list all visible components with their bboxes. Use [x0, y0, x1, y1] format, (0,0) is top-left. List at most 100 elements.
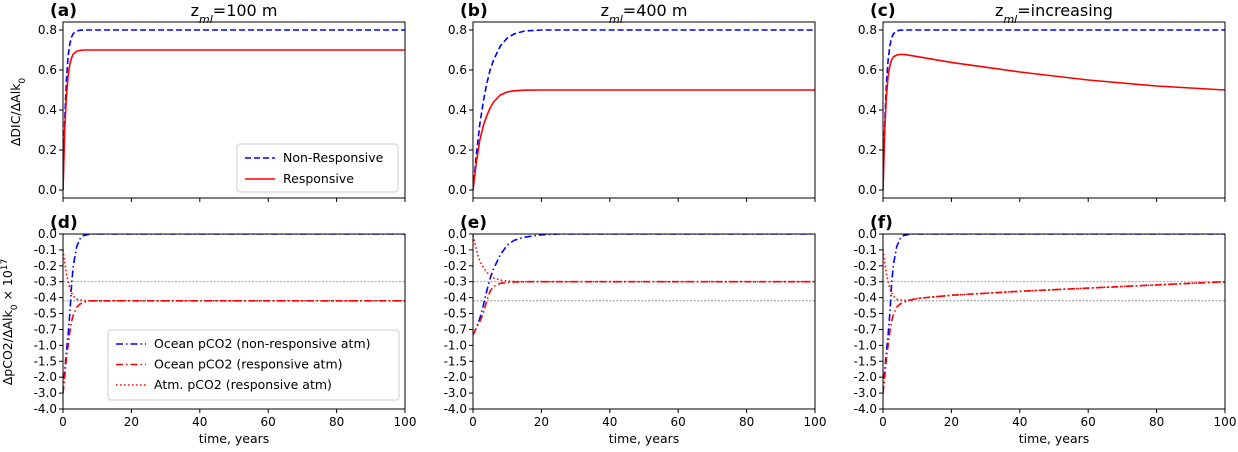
- panel-c: 0.0 0.2 0.4 0.6 0.8 (c) zml=increasing: [858, 1, 1226, 202]
- legend-frame: [107, 329, 400, 401]
- panel-letter: (b): [460, 1, 488, 21]
- y-tick-label: 0.4: [448, 103, 467, 117]
- x-tick-label: 80: [739, 415, 754, 429]
- x-tick-label: 80: [1149, 415, 1164, 429]
- y-tick-label: -2.0: [854, 370, 877, 384]
- x-axis-label: time, years: [199, 431, 270, 446]
- legend-bottom: Ocean pCO2 (non-responsive atm) Ocean pCO…: [107, 329, 400, 401]
- y-tick-label: 0.6: [38, 63, 57, 77]
- legend-label: Non-Responsive: [283, 150, 384, 165]
- y-tick-label: -3.0: [854, 386, 877, 400]
- legend-label: Ocean pCO2 (non-responsive atm): [154, 336, 371, 351]
- series-line-1: [473, 280, 815, 336]
- panel-title-suffix: =400 m: [623, 1, 688, 20]
- y-tick-label: -0.7: [854, 322, 877, 336]
- y-tick-label: -2.0: [444, 370, 467, 384]
- y-tick-label: 0.4: [858, 103, 877, 117]
- panel-letter: (f): [870, 213, 893, 233]
- series-line-2: [473, 235, 815, 283]
- y-tick-label: -0.2: [444, 259, 467, 273]
- y-tick-label: 0.0: [858, 227, 877, 241]
- ylabel-bottom-main: ΔpCO2/ΔAlk: [0, 309, 15, 385]
- ylabel-top: ΔDIC/ΔAlk0: [8, 78, 28, 147]
- y-tick-label: -1.0: [444, 338, 467, 352]
- plot-frame: [882, 233, 1226, 410]
- panels-layer: 0.00.20.40.60.8(a) zml=100 mNon-Responsiv…: [34, 1, 1237, 446]
- x-tick-label: 100: [804, 415, 827, 429]
- y-tick-label: 0.2: [448, 143, 467, 157]
- panel-f: 0 20 40 60 80 100 0.0 -0.1 -0.2 -0.3 -0.4 -0.5-0.7 -…: [854, 213, 1237, 446]
- panel-title-sub: ml: [1003, 13, 1017, 26]
- x-tick-label: 60: [671, 415, 686, 429]
- y-tick-label: 0.2: [38, 143, 57, 157]
- y-tick-label: -1.5: [854, 354, 877, 368]
- legend-frame: [236, 143, 399, 193]
- panel-title: zml=400 m: [601, 1, 688, 26]
- y-tick-label: -3.0: [34, 386, 57, 400]
- y-tick-label: -1.0: [34, 338, 57, 352]
- y-tick-label: -1.5: [444, 354, 467, 368]
- y-tick-label: -0.1: [444, 243, 467, 257]
- panel-letter: (c): [870, 1, 896, 21]
- panel-a: 0.0 0.2 0.4 0.6 0.8 (a) zml=100 m Non-Responsiv…: [38, 1, 406, 202]
- series-line-0: [473, 234, 815, 336]
- x-tick-label: 0: [469, 415, 477, 429]
- x-tick-label: 20: [534, 415, 549, 429]
- series-line-1: [883, 53, 1225, 191]
- plot-frame: [472, 233, 816, 410]
- panel-title-prefix: z: [191, 1, 199, 20]
- legend-label: Ocean pCO2 (responsive atm): [154, 357, 343, 372]
- y-tick-label: 0.0: [858, 183, 877, 197]
- panel-e: 0 20 40 60 80 100 0.0 -0.1 -0.2 -0.3 -0.4 -0.5-0.7 -…: [444, 213, 827, 446]
- y-tick-label: -0.7: [34, 322, 57, 336]
- y-tick-label: 0.0: [448, 183, 467, 197]
- y-tick-label: -0.3: [34, 275, 57, 289]
- ylabel-bottom-sup: 17: [0, 259, 10, 270]
- panel-title-sub: ml: [199, 13, 213, 26]
- series-line-1: [473, 89, 815, 191]
- x-tick-label: 40: [192, 415, 207, 429]
- x-tick-label: 80: [329, 415, 344, 429]
- y-tick-label: 0.4: [38, 103, 57, 117]
- y-tick-label: -0.5: [444, 307, 467, 321]
- ylabel-top-main: ΔDIC/ΔAlk: [8, 83, 23, 146]
- series-line-0: [883, 29, 1225, 191]
- y-tick-label: 0.8: [448, 23, 467, 37]
- x-axis-label: time, years: [609, 431, 680, 446]
- y-tick-label: -0.1: [854, 243, 877, 257]
- y-tick-label: -0.2: [34, 259, 57, 273]
- x-tick-label: 60: [1081, 415, 1096, 429]
- y-tick-label: -4.0: [444, 402, 467, 416]
- x-tick-label: 100: [394, 415, 417, 429]
- x-axis-label: time, years: [1019, 431, 1090, 446]
- series-line-1: [883, 280, 1225, 394]
- ylabel-top-sub: 0: [18, 78, 28, 84]
- x-tick-label: 40: [602, 415, 617, 429]
- y-tick-label: -0.5: [34, 307, 57, 321]
- x-tick-label: 20: [124, 415, 139, 429]
- y-tick-label: 0.6: [858, 63, 877, 77]
- panel-title-prefix: z: [995, 1, 1003, 20]
- x-tick-label: 20: [944, 415, 959, 429]
- y-tick-label: -0.7: [444, 322, 467, 336]
- panel-title-prefix: z: [601, 1, 609, 20]
- panel-title-suffix: =increasing: [1017, 1, 1113, 20]
- series-line-0: [63, 29, 405, 191]
- y-tick-label: 0.8: [38, 23, 57, 37]
- panel-title-sub: ml: [609, 13, 623, 26]
- legend-label: Responsive: [283, 171, 354, 186]
- x-tick-label: 0: [879, 415, 887, 429]
- panel-title: zml=100 m: [191, 1, 278, 26]
- y-tick-label: -0.2: [854, 259, 877, 273]
- y-tick-label: -3.0: [444, 386, 467, 400]
- y-tick-label: -4.0: [854, 402, 877, 416]
- ylabel-bottom: ΔpCO2/ΔAlk0 × 1017: [0, 259, 20, 386]
- y-tick-label: 0.0: [448, 227, 467, 241]
- plot-frame: [882, 21, 1226, 199]
- series-line-0: [63, 234, 405, 394]
- x-tick-label: 100: [1214, 415, 1237, 429]
- legend-top: Non-Responsive Responsive: [236, 143, 399, 193]
- y-tick-label: -0.4: [854, 291, 877, 305]
- y-tick-label: -0.4: [34, 291, 57, 305]
- y-tick-label: -1.0: [854, 338, 877, 352]
